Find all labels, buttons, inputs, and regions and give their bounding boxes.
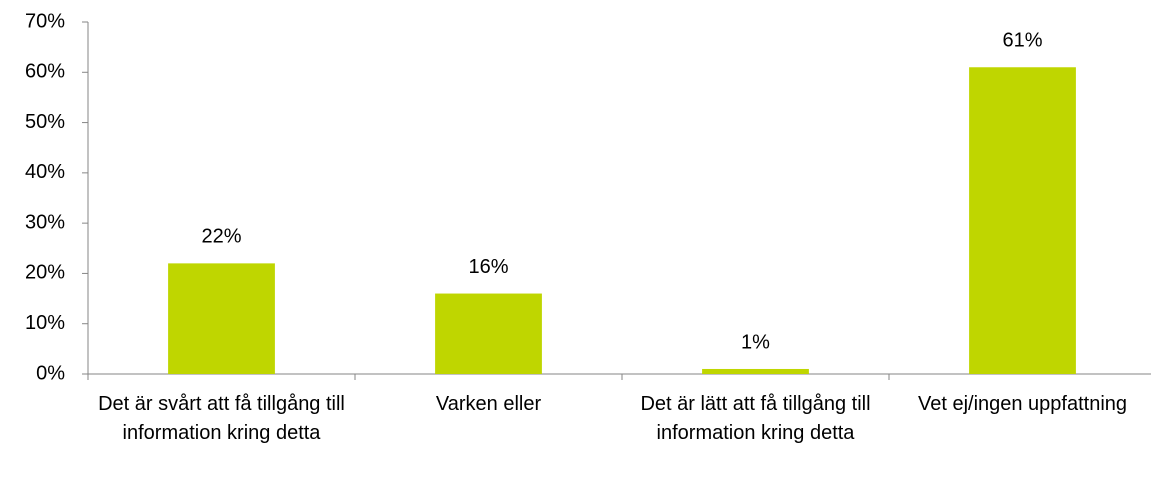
bar — [969, 67, 1076, 374]
y-tick-label: 30% — [25, 211, 65, 233]
value-label: 22% — [201, 226, 241, 248]
x-tick-label: Det är lätt att få tillgång till informa… — [640, 393, 871, 444]
x-tick-label: Det är svårt att få tillgång till inform… — [98, 393, 345, 444]
y-tick-label: 50% — [25, 111, 65, 133]
y-tick-label: 10% — [25, 312, 65, 334]
bar — [702, 368, 809, 374]
x-tick-label: Vet ej/ingen uppfattning — [917, 393, 1128, 415]
bar — [168, 263, 275, 374]
value-label: 16% — [468, 256, 508, 278]
y-tick-label: 60% — [25, 61, 65, 83]
value-label: 61% — [1002, 30, 1042, 52]
bar — [435, 293, 542, 374]
x-tick-label: Varken eller — [435, 393, 542, 415]
y-tick-label: 40% — [25, 161, 65, 183]
y-tick-label: 0% — [36, 362, 65, 384]
y-tick-label: 20% — [25, 262, 65, 284]
value-label: 1% — [741, 331, 770, 353]
y-tick-label: 70% — [25, 10, 65, 32]
